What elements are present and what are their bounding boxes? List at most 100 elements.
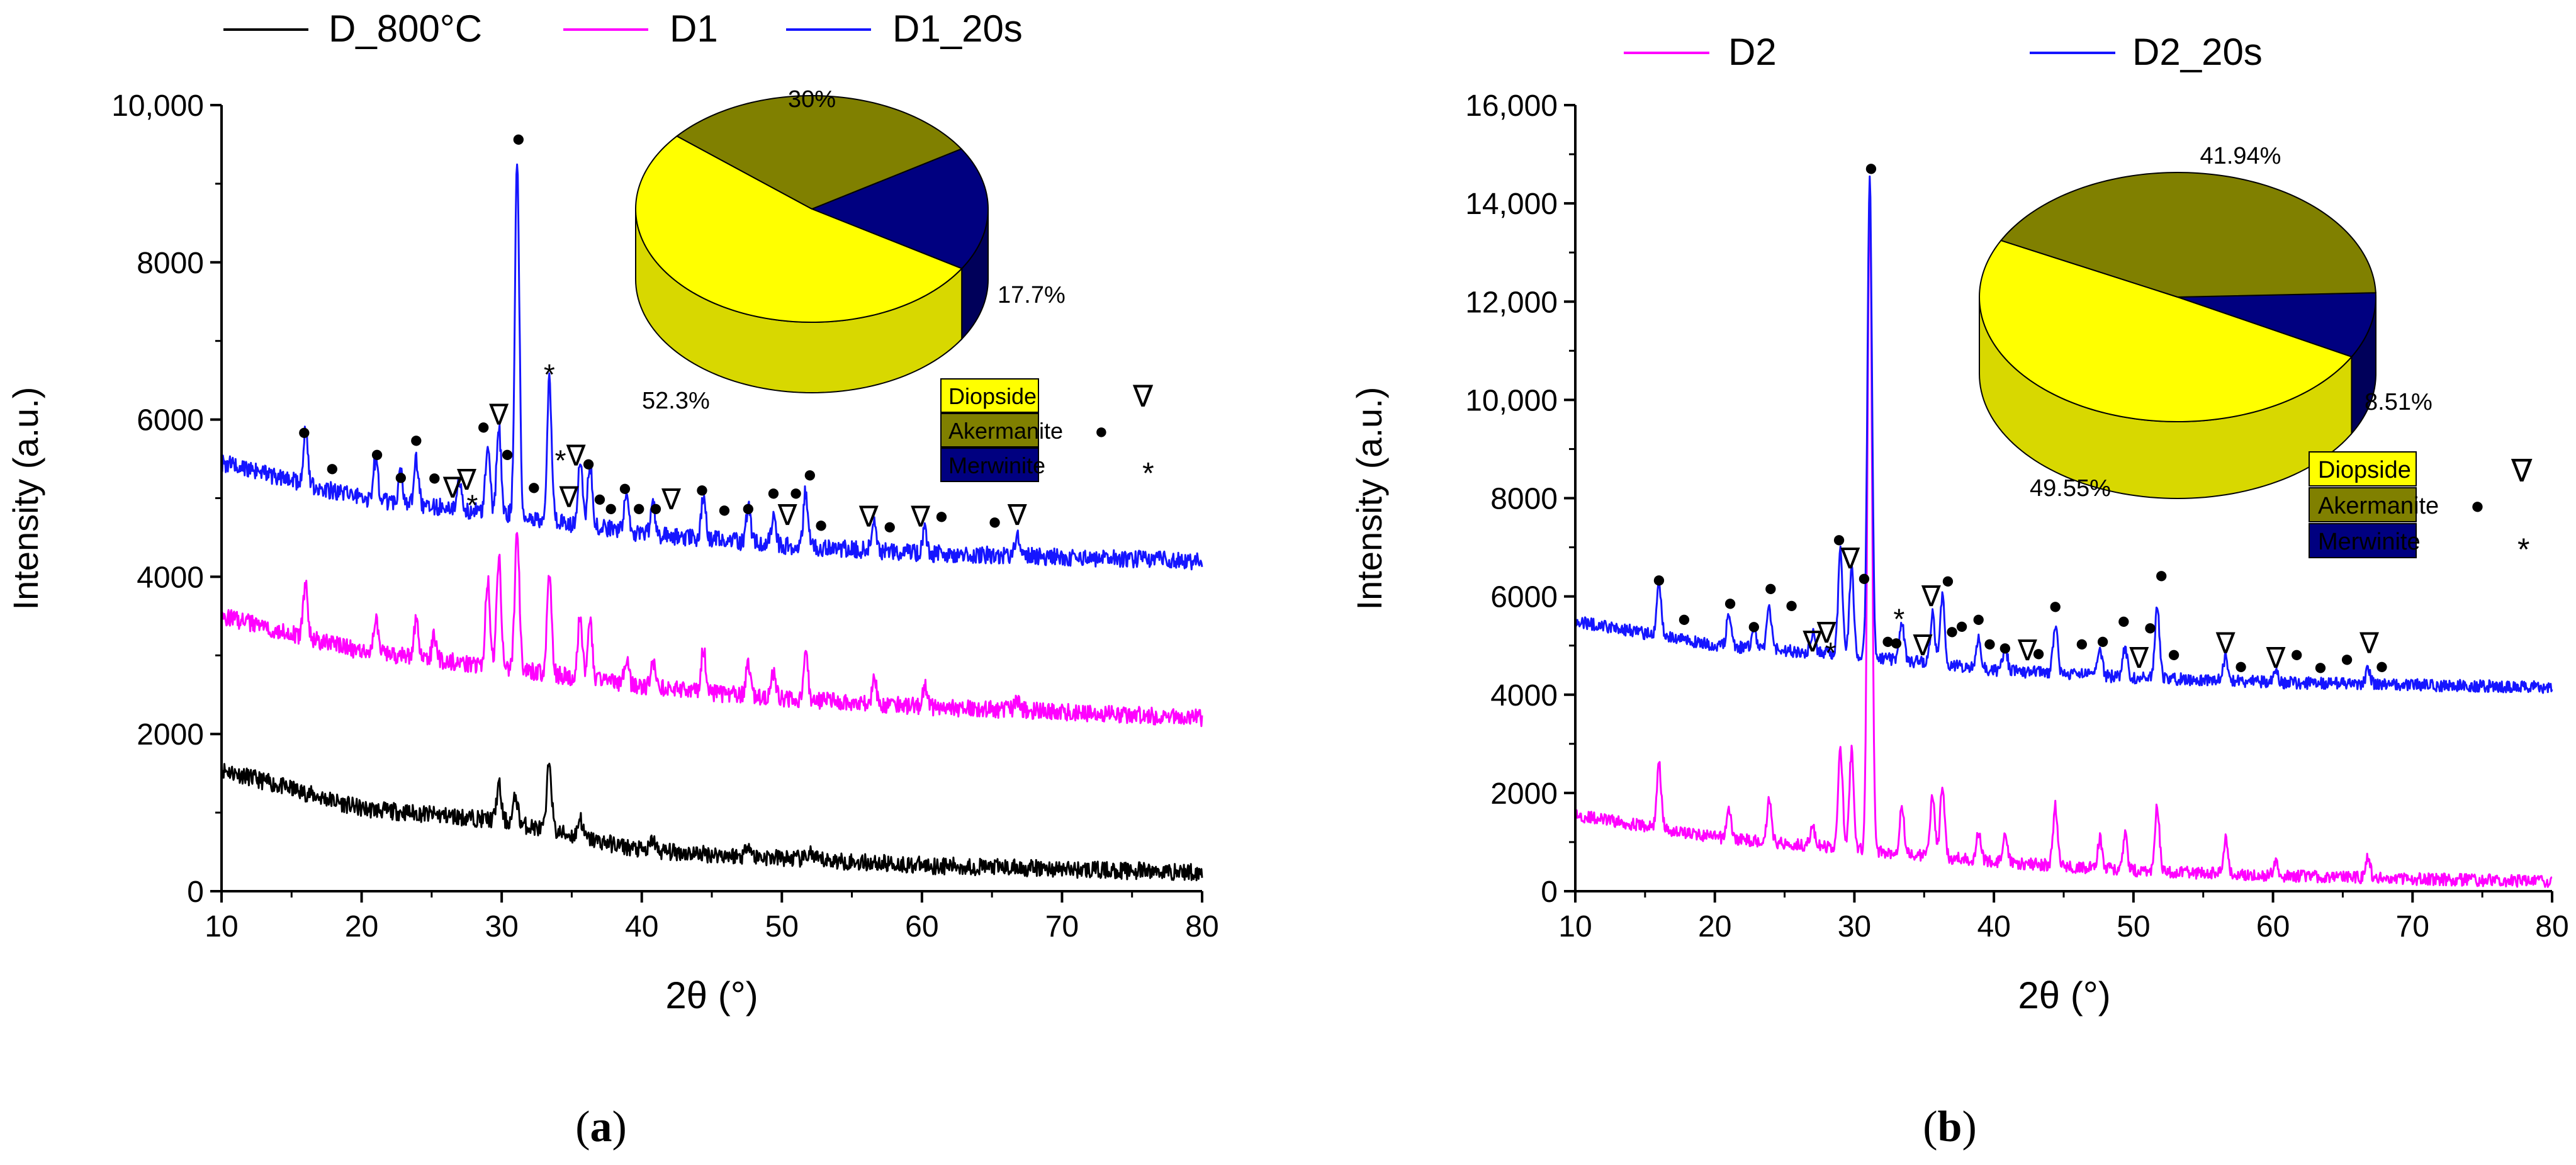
peak-marker-triangle: ∇ — [2129, 641, 2149, 674]
peak-marker-triangle: ∇ — [777, 498, 797, 531]
peak-marker-circle: ● — [2074, 631, 2089, 657]
x-tick-label-a: 10 — [205, 910, 238, 943]
series-group-b — [1574, 175, 2553, 888]
x-tick-label-a: 70 — [1045, 910, 1079, 943]
ticks-b: 0 2000 4000 6000 8000 10,000 12,000 14,000 16,00… — [1465, 89, 2569, 943]
peak-marker-circle: ● — [1955, 612, 1969, 639]
peak-marker-circle: ● — [1857, 565, 1871, 592]
peak-marker-circle: ● — [476, 414, 491, 440]
pie-legend-symbol-merwinite-a: * — [1142, 457, 1154, 490]
pie-legend-swatch-diopside-b — [2309, 451, 2417, 487]
peak-marker-circle: ● — [2290, 641, 2304, 668]
pie-legend-label-merwinite-b: Merwinite — [2318, 529, 2421, 555]
peak-marker-triangle: ∇ — [1840, 542, 1860, 575]
peak-marker-triangle: ∇ — [1007, 498, 1027, 531]
peak-marker-circle: ● — [592, 486, 607, 512]
y-tick-label-b: 14,000 — [1465, 188, 1558, 221]
peak-marker-circle: ● — [2234, 653, 2248, 679]
peak-marker-circle: ● — [1889, 629, 1903, 656]
panel-a: D_800°C D1 D1_20s 0 2000 4000 6000 8000 10,00… — [6, 8, 1219, 1151]
series-line-d1-20s — [221, 163, 1203, 571]
peak-marker-circle: ● — [511, 126, 526, 152]
x-tick-label-a: 80 — [1185, 910, 1218, 943]
pie-legend-label-diopside-a: Diopside — [948, 383, 1037, 409]
pie-label-diopside-b: 49.55% — [2030, 475, 2111, 502]
x-tick-label-b: 30 — [1838, 910, 1871, 943]
peak-marker-asterisk: * — [466, 488, 478, 521]
y-tick-label-a: 0 — [187, 875, 204, 909]
peak-markers-b: ●●●●●●∇∇*●∇●●●*● ∇∇ ●●● ●● ● ∇●●● ●●∇●●● ∇● ∇ ● ● ●… — [1652, 155, 2389, 680]
peak-marker-circle: ● — [2048, 593, 2062, 619]
x-tick-label-a: 60 — [905, 910, 938, 943]
peak-marker-triangle: ∇ — [2017, 634, 2037, 667]
peak-marker-circle: ● — [1677, 606, 1691, 633]
pie-legend-symbol-akermanite-b: ● — [2470, 493, 2485, 519]
pie-slice-akermanite-a — [675, 95, 963, 210]
y-tick-label-a: 10,000 — [111, 89, 204, 123]
peak-marker-circle: ● — [2032, 640, 2046, 667]
pie-chart-a — [634, 95, 989, 394]
pie-slice-merwinite-a — [810, 148, 989, 269]
peak-marker-circle: ● — [766, 480, 780, 506]
y-tick-label-b: 4000 — [1490, 679, 1558, 712]
pie-label-akermanite-a: 30% — [788, 86, 836, 113]
x-tick-label-a: 50 — [765, 910, 799, 943]
peak-marker-circle: ● — [427, 464, 442, 491]
peak-marker-circle: ● — [1784, 592, 1799, 619]
peak-marker-circle: ● — [409, 427, 424, 453]
legend-b: D2 D2_20s — [1624, 31, 2263, 73]
pie-label-merwinite-b: 8.51% — [2365, 389, 2433, 415]
x-tick-label-b: 70 — [2396, 910, 2429, 943]
peak-marker-circle: ● — [741, 495, 755, 522]
pie-legend-swatch-merwinite-b — [2309, 523, 2417, 558]
y-tick-label-b: 6000 — [1490, 581, 1558, 614]
peak-marker-circle: ● — [648, 495, 663, 522]
peak-marker-circle: ● — [2117, 608, 2131, 634]
peak-marker-triangle: ∇ — [1913, 629, 1933, 661]
legend-label-d1-20s: D1_20s — [892, 8, 1023, 50]
peak-marker-triangle: ∇ — [1921, 580, 1941, 612]
ticks-a: 0 2000 4000 6000 8000 10,000 10 20 30 40 50 60 70 80 — [111, 89, 1219, 943]
pie-legend-label-diopside-b: Diopside — [2318, 457, 2411, 483]
peak-marker-triangle: ∇ — [2215, 626, 2236, 659]
peak-marker-triangle: ∇ — [1816, 616, 1836, 649]
panel-label-a: (a) — [575, 1103, 627, 1151]
series-group-a — [220, 163, 1203, 882]
peak-marker-circle: ● — [814, 512, 828, 538]
peak-marker-circle: ● — [1723, 590, 1738, 616]
x-tick-label-a: 40 — [625, 910, 658, 943]
pie-legend-symbol-diopside-a: ∇ — [1132, 380, 1154, 414]
peak-marker-circle: ● — [1763, 575, 1778, 601]
pie-legend-swatch-diopside-a — [940, 378, 1039, 413]
peak-marker-triangle: ∇ — [910, 500, 930, 533]
x-tick-label-b: 40 — [1977, 910, 2010, 943]
peak-marker-circle: ● — [500, 441, 515, 468]
pie-legend-symbol-akermanite-a: ● — [1094, 418, 1108, 444]
pie-legend-a: Diopside ∇ Akermanite ● Merwinite * — [940, 378, 1154, 490]
x-tick-label-b: 50 — [2117, 910, 2150, 943]
y-axis-title-a: Intensity (a.u.) — [6, 387, 45, 611]
peak-marker-circle: ● — [632, 495, 646, 522]
peak-marker-circle: ● — [2096, 628, 2110, 655]
series-line-d-800-c — [220, 762, 1203, 882]
pie-legend-swatch-akermanite-b — [2309, 487, 2417, 522]
peak-marker-circle: ● — [618, 475, 633, 501]
peak-marker-circle: ● — [527, 474, 541, 500]
y-tick-label-a: 6000 — [137, 404, 204, 437]
peak-marker-triangle: ∇ — [456, 463, 476, 496]
peak-marker-circle: ● — [802, 461, 817, 488]
series-line-d1 — [220, 532, 1203, 728]
peak-marker-circle: ● — [2167, 641, 2181, 668]
peak-marker-triangle: ∇ — [2359, 626, 2379, 659]
x-axis-title-b: 2θ (°) — [2018, 974, 2110, 1016]
peak-marker-circle: ● — [1864, 155, 1879, 181]
peak-marker-triangle: ∇ — [2266, 641, 2286, 674]
y-tick-label-b: 16,000 — [1465, 89, 1558, 123]
pie-legend-symbol-diopside-b: ∇ — [2511, 453, 2533, 488]
pie-label-akermanite-b: 41.94% — [2200, 143, 2281, 169]
panel-b: D2 D2_20s 0 2000 4000 6000 8000 10,000 12,000 1… — [1349, 31, 2569, 1151]
peak-marker-circle: ● — [2313, 654, 2327, 680]
peak-marker-circle: ● — [604, 495, 618, 522]
peak-marker-triangle: ∇ — [661, 483, 681, 515]
peak-marker-circle: ● — [1652, 566, 1667, 593]
